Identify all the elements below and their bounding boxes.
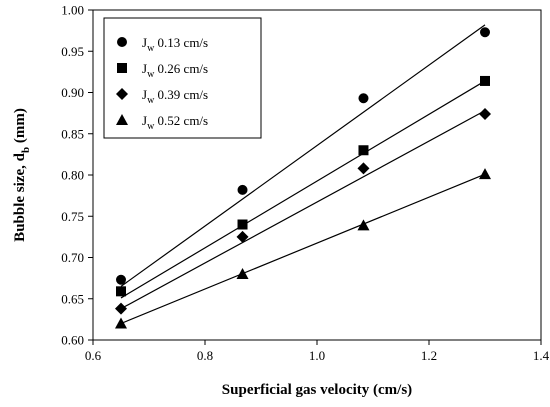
legend-marker-3 <box>116 114 128 125</box>
y-axis-label: Bubble size, db (mm) <box>12 108 32 242</box>
legend-label-0: Jw 0.13 cm/s <box>142 35 208 54</box>
y-tick-label-2: 0.70 <box>61 250 84 265</box>
legend-label-sub-3: w <box>147 121 155 132</box>
legend-label-sub-0: w <box>147 43 155 54</box>
axis-labels-layer: Superficial gas velocity (cm/s) Bubble si… <box>12 108 412 398</box>
y-tick-label-3: 0.75 <box>61 209 84 224</box>
legend-label-rest-3: 0.52 cm/s <box>154 113 208 128</box>
x-axis-label: Superficial gas velocity (cm/s) <box>222 382 412 398</box>
data-point-series-3-1 <box>236 268 249 279</box>
x-tick-label-1: 0.8 <box>197 348 213 363</box>
x-tick-label-0: 0.6 <box>85 348 102 363</box>
fit-line-series-3 <box>120 173 486 325</box>
data-point-series-1-1 <box>237 219 248 230</box>
x-tick-label-4: 1.4 <box>533 348 550 363</box>
x-tick-label-3: 1.2 <box>421 348 437 363</box>
legend-label-2: Jw 0.39 cm/s <box>142 87 208 106</box>
data-point-series-2-2 <box>357 162 370 175</box>
legend-marker-0 <box>117 37 127 47</box>
legend-label-sub-1: w <box>147 69 155 80</box>
y-tick-label-0: 0.60 <box>61 333 84 348</box>
fit-line-series-0 <box>120 24 486 287</box>
data-point-series-0-1 <box>237 184 248 195</box>
legend-label-main-1: J <box>142 61 147 76</box>
legend-label-rest-0: 0.13 cm/s <box>154 35 208 50</box>
y-tick-label-7: 0.95 <box>61 44 84 59</box>
data-point-series-1-0 <box>116 286 126 297</box>
legend-marker-2 <box>116 88 128 100</box>
legend-label-main-3: J <box>142 113 147 128</box>
y-tick-label-4: 0.80 <box>61 168 84 183</box>
axes-layer: 0.6 0.8 1.0 1.2 1.4 0.60 0.65 0.70 0.75 0.80 0.85 0… <box>61 3 549 364</box>
data-point-series-1-2 <box>358 145 369 156</box>
y-axis-label-sub: b <box>20 147 32 153</box>
fit-line-series-1 <box>120 80 486 299</box>
data-point-series-1-3 <box>480 75 490 86</box>
data-point-series-2-0 <box>115 302 127 315</box>
data-point-series-3-0 <box>115 317 127 329</box>
fit-line-series-2 <box>120 110 486 310</box>
legend-label-rest-1: 0.26 cm/s <box>154 61 208 76</box>
y-axis-label-main: Bubble size, d <box>12 152 28 241</box>
legend: Jw 0.13 cm/sJw 0.26 cm/sJw 0.39 cm/sJw 0… <box>103 17 262 139</box>
data-point-series-2-1 <box>236 230 249 243</box>
data-point-series-0-0 <box>116 274 126 285</box>
legend-box <box>103 17 262 139</box>
data-point-series-3-3 <box>479 168 491 180</box>
y-tick-label-8: 1.00 <box>61 3 84 18</box>
fit-lines-layer <box>120 24 486 325</box>
legend-label-3: Jw 0.52 cm/s <box>142 113 208 132</box>
legend-label-sub-2: w <box>147 95 155 106</box>
legend-label-main-2: J <box>142 87 147 102</box>
data-point-series-0-3 <box>480 27 490 38</box>
y-tick-label-6: 0.90 <box>61 85 84 100</box>
legend-label-main-0: J <box>142 35 147 50</box>
data-point-series-2-3 <box>479 107 491 120</box>
y-tick-label-1: 0.65 <box>61 291 84 306</box>
data-point-series-0-2 <box>358 93 369 104</box>
markers-layer <box>115 27 491 329</box>
legend-marker-1 <box>117 63 127 73</box>
y-tick-label-5: 0.85 <box>61 126 84 141</box>
data-point-series-3-2 <box>357 219 370 231</box>
legend-label-rest-2: 0.39 cm/s <box>154 87 208 102</box>
y-axis-label-unit: (mm) <box>12 108 28 147</box>
legend-label-1: Jw 0.26 cm/s <box>142 61 208 80</box>
x-tick-label-2: 1.0 <box>309 348 325 363</box>
